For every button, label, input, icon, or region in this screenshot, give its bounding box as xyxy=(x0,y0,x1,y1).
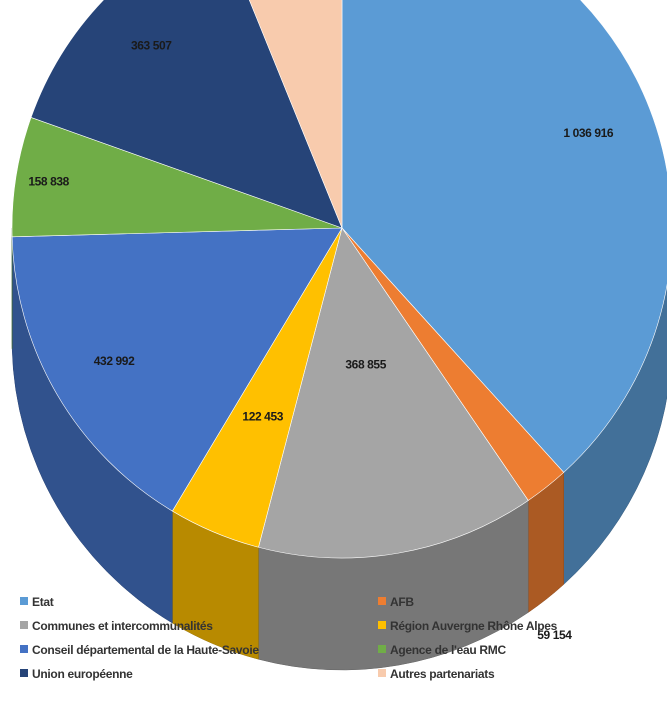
legend-item-0: Etat xyxy=(20,595,54,609)
data-label-6: 363 507 xyxy=(131,39,172,53)
legend-item-6: Union européenne xyxy=(20,667,133,681)
legend-label-6: Union européenne xyxy=(32,667,133,681)
legend-item-3: Région Auvergne Rhône Alpes xyxy=(378,619,558,633)
data-label-0: 1 036 916 xyxy=(563,126,614,140)
legend-item-5: Agence de l'eau RMC xyxy=(378,643,506,657)
legend-swatch-2 xyxy=(20,621,28,629)
legend-swatch-3 xyxy=(378,621,386,629)
legend-label-2: Communes et intercommunalités xyxy=(32,619,213,633)
legend-swatch-1 xyxy=(378,597,386,605)
data-label-5: 158 838 xyxy=(28,174,69,188)
legend-swatch-4 xyxy=(20,645,28,653)
legend-item-7: Autres partenariats xyxy=(378,667,495,681)
legend-label-4: Conseil départemental de la Haute-Savoie xyxy=(32,643,259,657)
legend-swatch-5 xyxy=(378,645,386,653)
data-label-3: 122 453 xyxy=(242,410,283,424)
legend-label-1: AFB xyxy=(390,595,414,609)
legend-label-5: Agence de l'eau RMC xyxy=(390,643,506,657)
legend-label-7: Autres partenariats xyxy=(390,667,495,681)
data-label-2: 368 855 xyxy=(345,358,386,372)
legend-swatch-0 xyxy=(20,597,28,605)
legend-label-3: Région Auvergne Rhône Alpes xyxy=(390,619,558,633)
legend-swatch-7 xyxy=(378,669,386,677)
legend-item-2: Communes et intercommunalités xyxy=(20,619,213,633)
legend-swatch-6 xyxy=(20,669,28,677)
legend-item-4: Conseil départemental de la Haute-Savoie xyxy=(20,643,259,657)
data-label-4: 432 992 xyxy=(94,354,135,368)
legend-label-0: Etat xyxy=(32,595,54,609)
